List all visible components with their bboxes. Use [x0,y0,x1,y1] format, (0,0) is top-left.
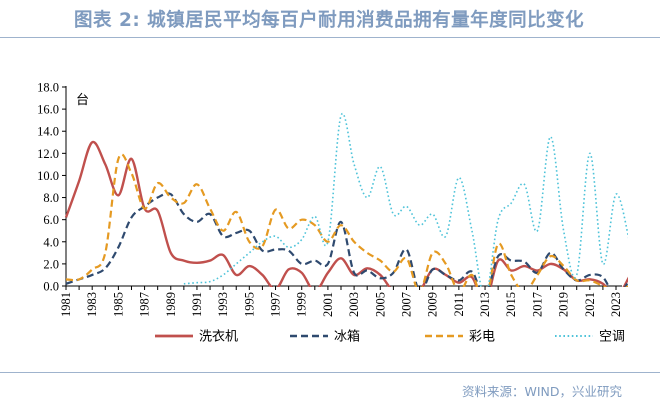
footer-rule [0,372,660,373]
legend-label-3: 彩电 [469,330,495,345]
x-tick-label: 2017 [530,292,544,317]
x-tick-label: 1997 [269,292,283,317]
x-tick-label: 2009 [426,292,440,317]
y-tick-label: 14.0 [37,125,59,139]
y-tick-label: 2.0 [43,257,59,271]
series-line-2 [65,192,628,287]
series-group [64,112,628,287]
x-tick-label: 1983 [85,292,99,317]
x-tick-label: 1987 [138,292,152,317]
x-tick-label: 2011 [452,292,466,317]
y-tick-label: 10.0 [37,169,59,183]
x-tick-label: 2021 [583,292,597,317]
x-tick-label: 2015 [504,292,518,317]
x-tick-label: 1995 [242,292,256,317]
source-note: 资料来源：WIND，兴业研究 [461,384,622,399]
x-tick-label: 1999 [295,292,309,317]
legend-label-4: 空调 [599,330,625,345]
x-tick-label: 2007 [399,292,413,317]
legend-label-2: 冰箱 [334,329,360,345]
x-tick-label: 1991 [190,292,204,317]
legend-label-1: 洗衣机 [199,329,238,345]
series-line-3 [65,153,628,287]
x-tick-label: 2019 [557,292,571,317]
x-tick-label: 2001 [321,292,335,317]
series-line-4 [183,112,628,287]
y-tick-label: 8.0 [43,191,59,205]
x-tick-label: 2023 [609,292,623,317]
x-tick-label: 2005 [373,292,387,317]
y-tick-label: 4.0 [43,235,59,249]
y-tick-label: 6.0 [43,213,59,227]
y-tick-label: 18.0 [37,81,59,95]
y-tick-label: 12.0 [37,147,59,161]
legend: 洗衣机 冰箱 彩电 空调 [155,329,625,345]
x-axis: 1981 1983 1985 1987 1989 1991 1993 1995 1997 1999… [59,285,623,317]
y-tick-label: 16.0 [37,103,59,117]
x-tick-label: 1993 [216,292,230,317]
x-tick-label: 2003 [347,292,361,317]
chart-title: 图表 2: 城镇居民平均每百户耐用消费品拥有量年度同比变化 [74,10,585,31]
series-line-1 [64,140,628,287]
x-tick-label: 1985 [111,292,125,317]
y-unit-label: 台 [76,93,89,108]
x-tick-label: 1981 [59,292,73,317]
x-tick-label: 2013 [478,292,492,317]
x-tick-label: 1989 [164,292,178,317]
header-rule [0,37,660,38]
y-axis: 0.0 2.0 4.0 6.0 8.0 10.0 12.0 14.0 16.0 18.0 [37,81,67,294]
y-tick-label: 0.0 [43,280,59,294]
